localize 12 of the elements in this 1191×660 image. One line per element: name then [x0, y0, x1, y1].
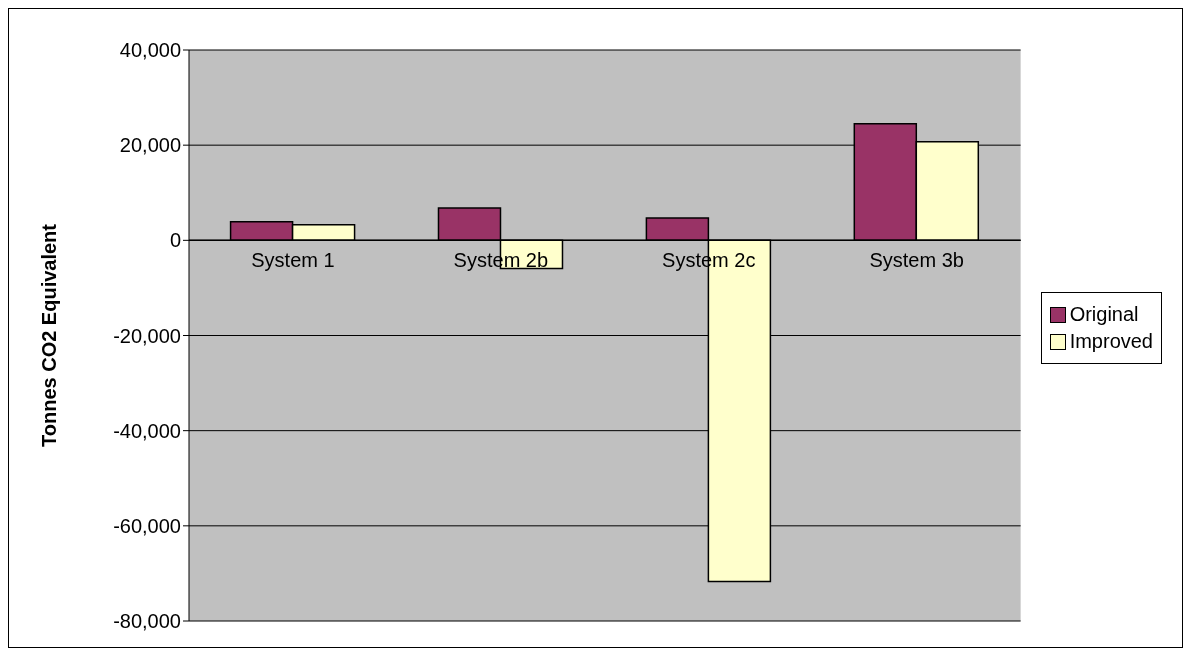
- y-tick-label: -40,000: [113, 419, 181, 442]
- legend-label: Improved: [1069, 330, 1153, 353]
- y-tick-label: 40,000: [119, 39, 181, 62]
- y-axis-title: Tonnes CO2 Equivalent: [38, 223, 61, 447]
- legend-label: Original: [1069, 303, 1139, 326]
- y-tick-label: -80,000: [113, 610, 181, 633]
- y-tick-label: -60,000: [113, 514, 181, 537]
- x-tick-label: System 1: [251, 249, 335, 271]
- x-tick-label: System 3b: [869, 249, 964, 271]
- y-tick-label: -20,000: [113, 324, 181, 347]
- y-tick-label: 0: [169, 229, 181, 252]
- y-tick-label: 20,000: [119, 134, 181, 157]
